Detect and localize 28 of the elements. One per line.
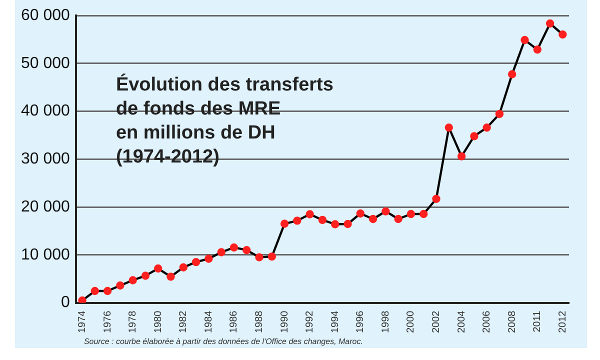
x-tick-label: 2006 (482, 310, 493, 334)
x-tick-label: 1982 (178, 310, 190, 334)
y-tick-label: 60 000 (21, 7, 70, 24)
x-tick-label: 2008 (506, 310, 518, 334)
source-note: Source : courbe élaborée à partir des données de l'Office des changes, Maroc. (84, 337, 363, 346)
x-tick-label: 1984 (203, 310, 214, 334)
x-tick-label: 1988 (254, 310, 266, 334)
x-tick-label: 2012 (557, 310, 568, 334)
x-tick-label: 1994 (330, 310, 341, 334)
x-tick-label: 1990 (279, 310, 290, 334)
y-tick-label: 20 000 (21, 198, 70, 216)
y-tick-label: 40 000 (21, 102, 70, 120)
x-tick-label: 1998 (380, 310, 392, 334)
x-tick-label: 2002 (431, 310, 442, 334)
x-tick-label: 1978 (128, 310, 139, 334)
y-tick-label: 50 000 (21, 54, 70, 72)
y-tick-label: 30 000 (21, 150, 70, 168)
x-tick-label: 1976 (102, 310, 114, 334)
x-tick-label: 1980 (152, 310, 164, 334)
x-tick-label: 1974 (77, 310, 88, 334)
x-tick-label: 1996 (355, 310, 366, 334)
y-tick-label: 0 (61, 294, 70, 312)
y-tick-label: 10 000 (21, 246, 70, 264)
x-tick-label: 2004 (456, 310, 468, 334)
x-tick-label: 2000 (406, 310, 417, 334)
x-tick-label: 1992 (304, 310, 316, 334)
x-tick-label: 2011 (532, 310, 544, 332)
x-tick-label: 1986 (228, 310, 240, 334)
